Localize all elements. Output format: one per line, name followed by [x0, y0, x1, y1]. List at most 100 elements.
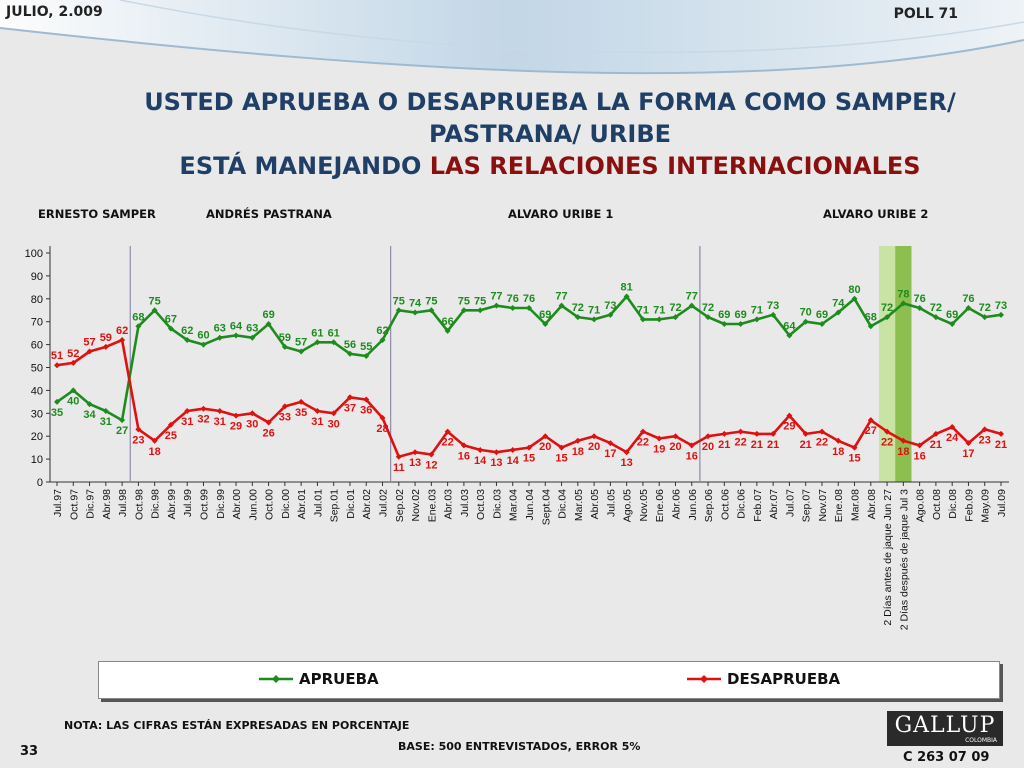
data-label-aprueba: 60	[197, 330, 209, 342]
series-line-aprueba	[56, 295, 1002, 422]
data-point-desaprueba	[688, 442, 695, 449]
data-point-aprueba	[737, 320, 744, 327]
data-label-aprueba: 77	[490, 291, 502, 303]
x-tick-label: Abr.01	[296, 489, 308, 520]
data-label-desaprueba: 16	[458, 450, 470, 462]
data-label-aprueba: 76	[523, 293, 535, 305]
x-tick-label: Dic.03	[491, 489, 503, 519]
data-label-aprueba: 76	[962, 293, 974, 305]
period-label-samper: ERNESTO SAMPER	[38, 207, 156, 221]
data-label-aprueba: 64	[230, 320, 243, 332]
data-point-desaprueba	[428, 451, 435, 458]
data-label-aprueba: 64	[783, 320, 796, 332]
data-label-desaprueba: 17	[962, 448, 974, 460]
x-tick-label: Abr.98	[101, 489, 113, 520]
y-tick-label: 20	[31, 431, 43, 443]
data-label-aprueba: 67	[165, 314, 177, 326]
data-point-aprueba	[86, 401, 93, 408]
x-tick-label: Ene.06	[654, 489, 666, 522]
data-point-aprueba	[444, 327, 451, 334]
x-tick-label: Sept.04	[540, 489, 552, 525]
data-label-aprueba: 62	[376, 325, 388, 337]
x-tick-label: Mar.04	[508, 489, 520, 521]
x-tick-label: Dic.08	[947, 489, 959, 519]
data-label-desaprueba: 52	[67, 348, 79, 360]
data-label-desaprueba: 27	[865, 425, 877, 437]
data-point-desaprueba	[558, 444, 565, 451]
x-tick-label: Abr.99	[166, 489, 178, 520]
data-label-desaprueba: 31	[311, 416, 323, 428]
data-label-aprueba: 73	[604, 300, 616, 312]
data-label-desaprueba: 32	[197, 414, 209, 426]
data-point-aprueba	[688, 302, 695, 309]
data-label-desaprueba: 11	[393, 462, 405, 474]
data-point-aprueba	[884, 314, 891, 321]
data-point-aprueba	[770, 311, 777, 318]
data-point-desaprueba	[818, 428, 825, 435]
data-point-aprueba	[167, 325, 174, 332]
data-label-desaprueba: 25	[165, 430, 177, 442]
data-label-aprueba: 72	[669, 302, 681, 314]
data-point-aprueba	[477, 307, 484, 314]
period-label-pastrana: ANDRÉS PASTRANA	[206, 207, 332, 221]
data-label-aprueba: 61	[311, 327, 323, 339]
x-tick-label: Dic.01	[345, 489, 357, 519]
data-label-desaprueba: 15	[848, 453, 860, 465]
data-label-desaprueba: 16	[913, 450, 925, 462]
data-label-desaprueba: 23	[132, 434, 144, 446]
data-label-aprueba: 69	[262, 309, 274, 321]
data-point-aprueba	[379, 337, 386, 344]
y-tick-label: 90	[31, 271, 43, 283]
data-point-aprueba	[151, 307, 158, 314]
data-label-aprueba: 69	[734, 309, 746, 321]
data-point-desaprueba	[233, 412, 240, 419]
x-tick-label: Mar.08	[850, 489, 862, 521]
data-label-aprueba: 61	[328, 327, 340, 339]
data-label-aprueba: 31	[100, 416, 112, 428]
data-point-desaprueba	[509, 446, 516, 453]
page-title: USTED APRUEBA O DESAPRUEBA LA FORMA COMO…	[70, 86, 1024, 182]
y-tick-label: 70	[31, 317, 43, 329]
x-tick-label: Sep.06	[703, 489, 715, 522]
x-tick-label: Nov.07	[817, 489, 829, 522]
data-label-aprueba: 77	[555, 291, 567, 303]
logo-text: GALLUP	[894, 713, 996, 738]
data-point-aprueba	[802, 318, 809, 325]
data-point-desaprueba	[363, 396, 370, 403]
data-label-aprueba: 69	[946, 309, 958, 321]
data-label-desaprueba: 21	[767, 439, 779, 451]
data-point-desaprueba	[298, 398, 305, 405]
data-point-desaprueba	[884, 428, 891, 435]
data-label-desaprueba: 18	[149, 446, 161, 458]
data-label-desaprueba: 22	[637, 437, 649, 449]
data-point-desaprueba	[672, 433, 679, 440]
data-label-aprueba: 63	[246, 323, 258, 335]
data-point-aprueba	[346, 350, 353, 357]
data-label-aprueba: 70	[800, 307, 812, 319]
data-label-desaprueba: 31	[181, 416, 193, 428]
data-label-aprueba: 57	[295, 336, 307, 348]
data-label-aprueba: 66	[441, 316, 453, 328]
data-point-desaprueba	[216, 408, 223, 415]
data-point-aprueba	[639, 316, 646, 323]
data-label-desaprueba: 18	[832, 446, 844, 458]
data-label-desaprueba: 57	[83, 336, 95, 348]
data-point-aprueba	[395, 307, 402, 314]
data-point-desaprueba	[753, 430, 760, 437]
legend-marker-desaprueba	[687, 675, 721, 683]
data-point-aprueba	[428, 307, 435, 314]
x-tick-label: Sep.02	[394, 489, 406, 522]
data-label-aprueba: 71	[588, 304, 600, 316]
data-label-aprueba: 69	[718, 309, 730, 321]
x-tick-label: Feb.07	[752, 489, 764, 522]
data-label-desaprueba: 14	[507, 455, 520, 467]
data-point-aprueba	[900, 300, 907, 307]
x-tick-label: Nov.02	[410, 489, 422, 522]
data-point-aprueba	[656, 316, 663, 323]
title-line-1: USTED APRUEBA O DESAPRUEBA LA FORMA COMO…	[144, 88, 956, 148]
data-label-aprueba: 71	[751, 304, 763, 316]
data-label-aprueba: 75	[474, 295, 486, 307]
data-point-desaprueba	[265, 419, 272, 426]
data-label-aprueba: 71	[637, 304, 649, 316]
data-point-desaprueba	[395, 453, 402, 460]
